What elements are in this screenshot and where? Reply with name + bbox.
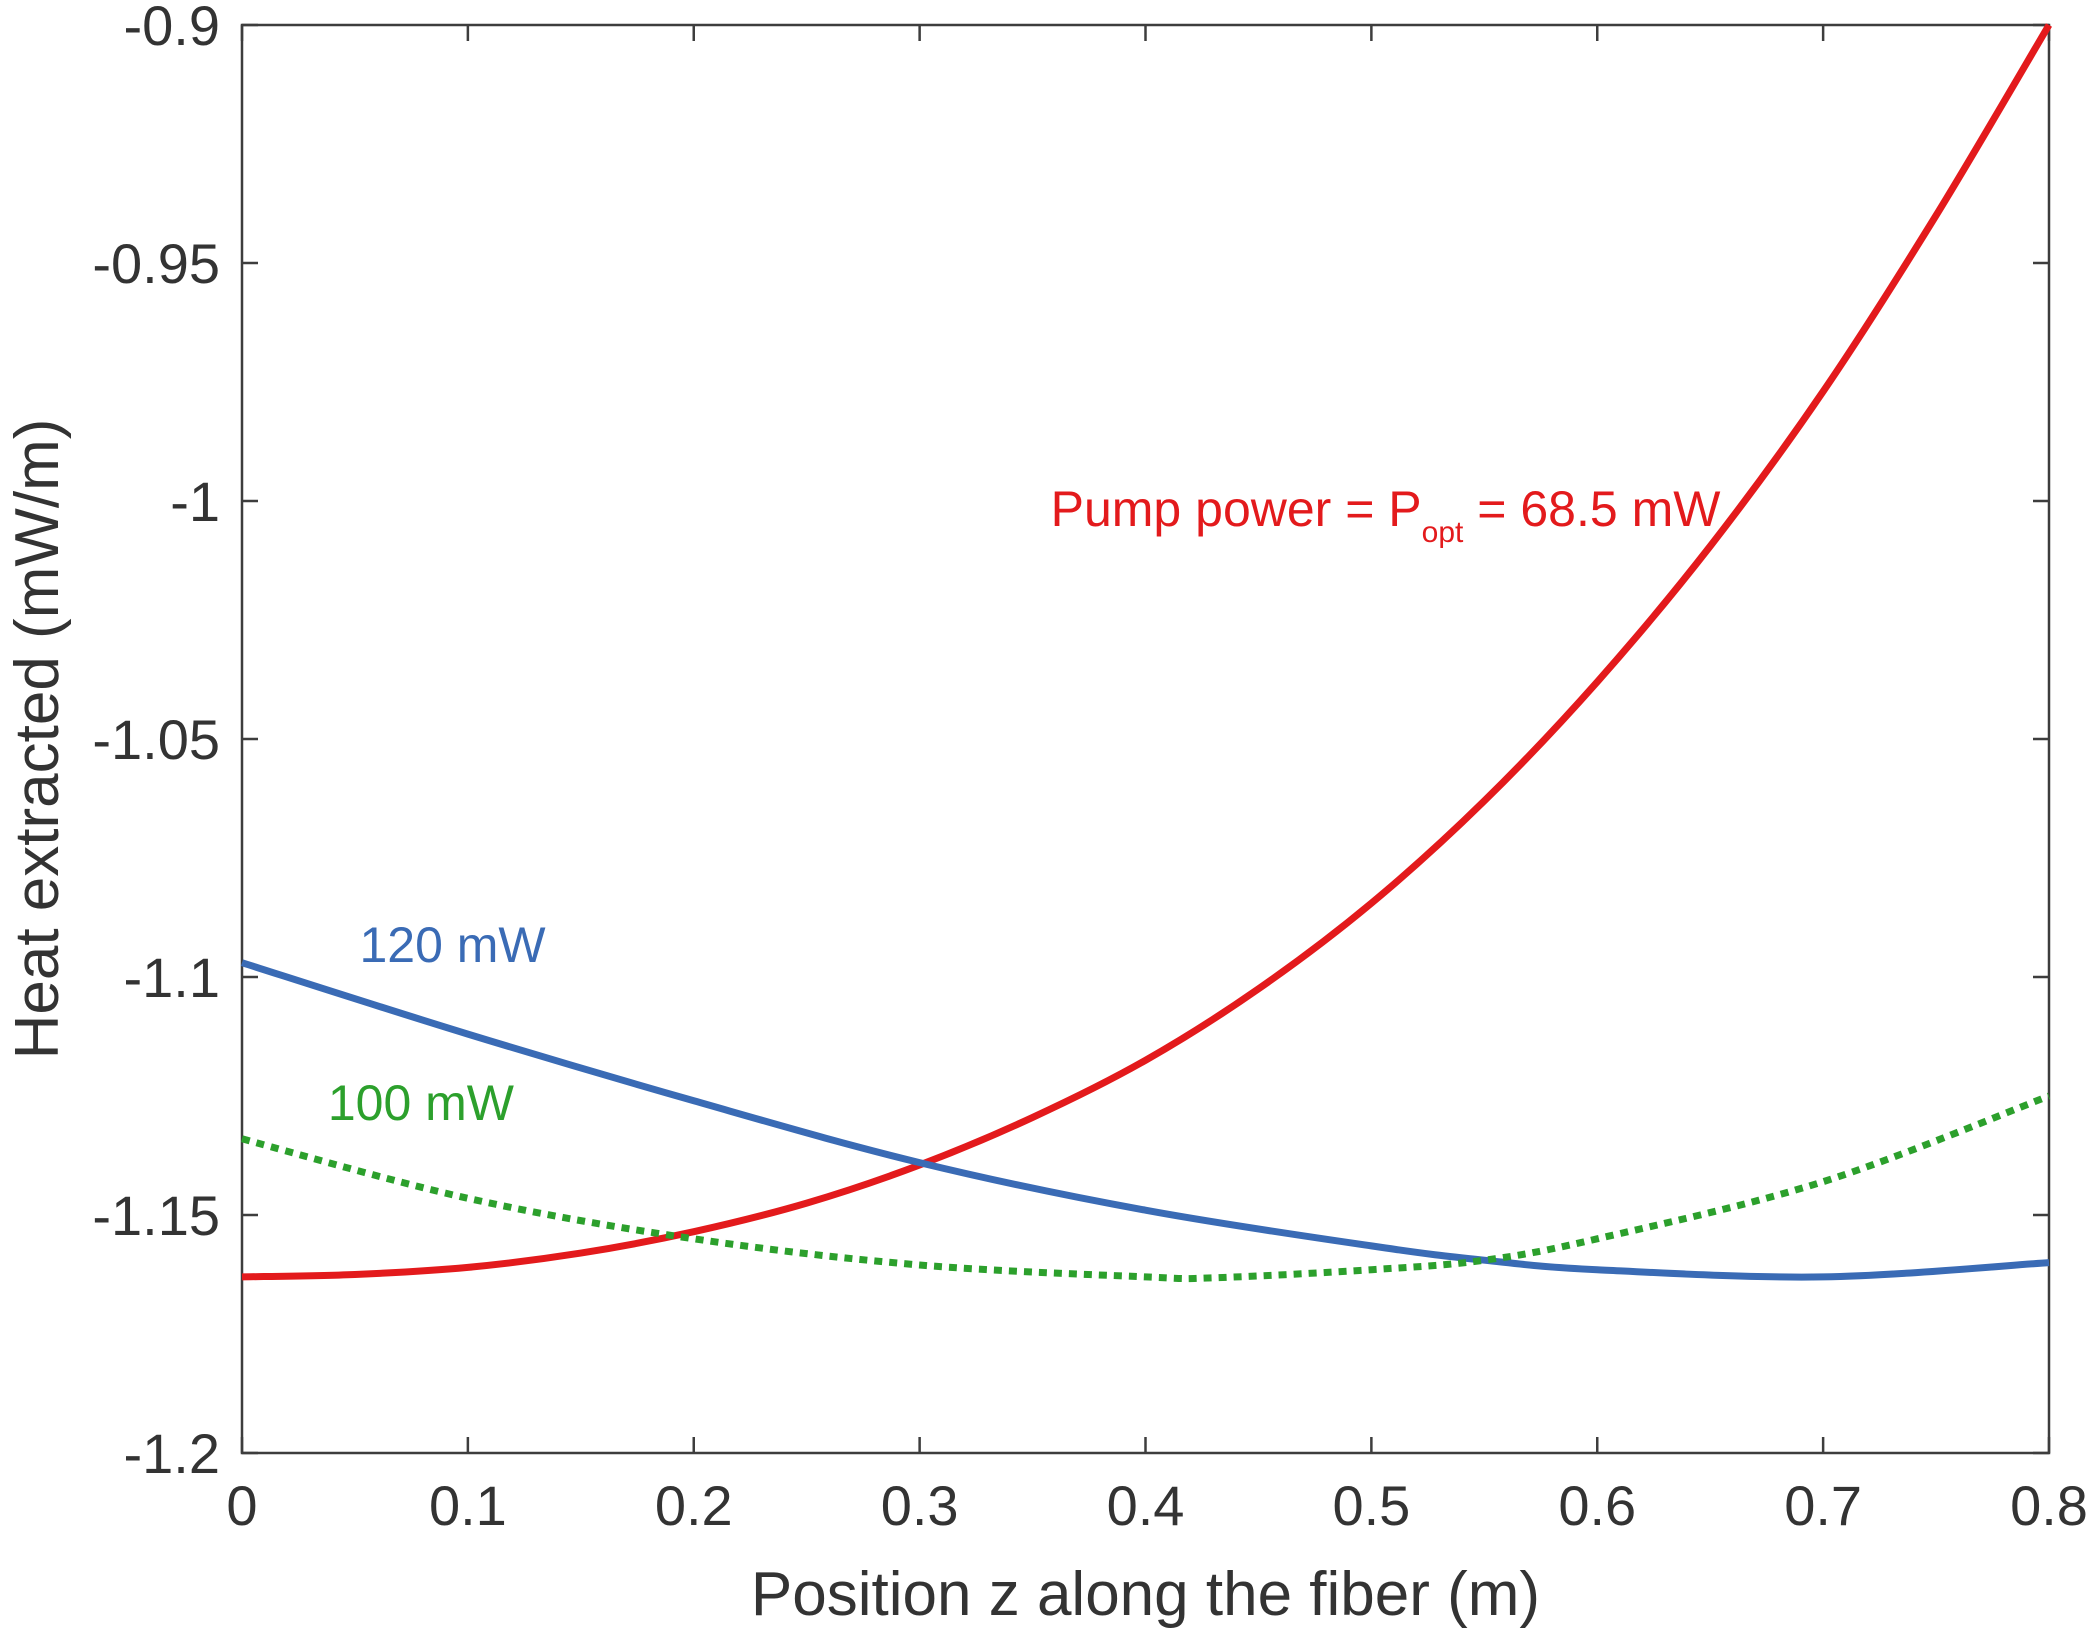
x-tick-label: 0 [226,1474,257,1537]
series-line-120mw [240,959,2050,1281]
x-tick-label: 0.6 [1558,1474,1636,1537]
x-tick-label: 0.4 [1107,1474,1185,1537]
annotation-pump-power: Pump power = Popt = 68.5 mW [1051,481,1722,549]
plot-area: 0 0.1 0.2 0.3 0.4 0.5 0.6 0.7 0.8 -1.2-1.15-1.1-… [92,0,2088,1537]
x-axis-title: Position z along the fiber (m) [751,1560,1540,1629]
y-ticks: -1.2 -1.15 -1.1 -1.05 -1 -0.95 -0.9 [92,0,2049,1485]
annotation-layer: Pump power = Popt = 68.5 mW 120 mW 100 m… [328,481,1721,1131]
y-tick-label: -0.9 [124,0,221,57]
annotation-pump-tail: = 68.5 mW [1463,481,1721,537]
x-tick-label: 0.7 [1784,1474,1862,1537]
annotation-120mw: 120 mW [359,917,546,973]
annotation-pump-main: Pump power = P [1051,481,1422,537]
series-line-100mw [241,1092,2051,1283]
y-tick-label: -1.1 [124,946,221,1009]
x-tick-label: 0.3 [881,1474,959,1537]
y-tick-label: -1.15 [92,1184,220,1247]
x-tick-label: 0.5 [1332,1474,1410,1537]
x-tick-label: 0.8 [2010,1474,2088,1537]
x-ticks: 0 0.1 0.2 0.3 0.4 0.5 0.6 0.7 0.8 [226,25,2088,1537]
y-tick-label: -1.05 [92,708,220,771]
y-tick-label: -1.2 [124,1422,221,1485]
annotation-100mw: 100 mW [328,1075,515,1131]
series-layer [240,23,2053,1283]
y-axis-title: Heat extracted (mW/m) [3,419,72,1060]
annotation-pump-sub: opt [1422,516,1464,549]
series-line-pump-power [241,23,2053,1281]
y-tick-label: -0.95 [92,232,220,295]
y-tick-label: -1 [170,470,220,533]
x-tick-label: 0.2 [655,1474,733,1537]
x-tick-label: 0.1 [429,1474,507,1537]
